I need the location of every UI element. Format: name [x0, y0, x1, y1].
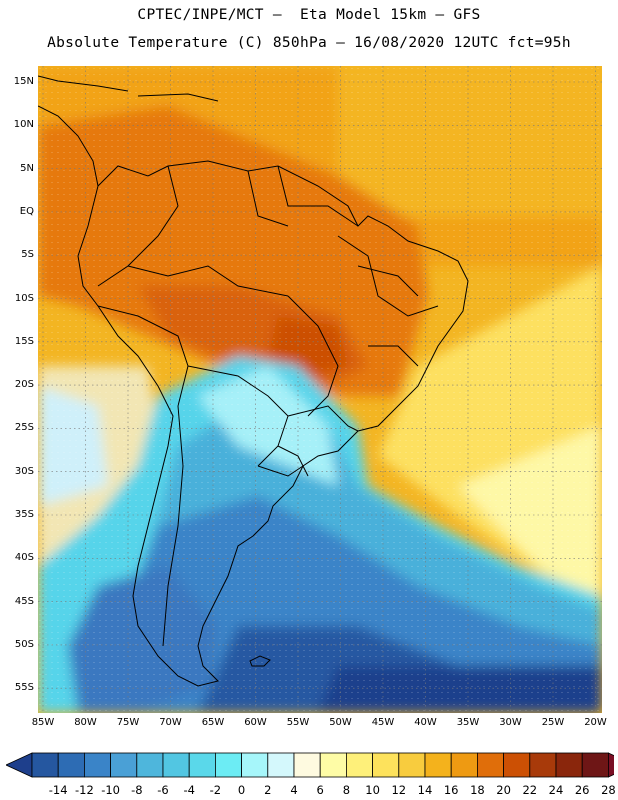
lon-label: 80W	[74, 717, 97, 728]
chart-title-line2: Absolute Temperature (C) 850hPa — 16/08/…	[47, 35, 571, 51]
colorbar-arrow-left	[6, 752, 33, 778]
lon-label: 45W	[371, 717, 395, 728]
lon-label: 20W	[584, 717, 607, 728]
colorbar-segment	[84, 752, 112, 778]
colorbar-segment	[372, 752, 400, 778]
colorbar-label: 26	[574, 783, 590, 797]
lon-label: 50W	[329, 717, 352, 728]
lon-label: 55W	[286, 717, 310, 728]
colorbar-segment	[581, 752, 609, 778]
colorbar-arrow-right	[608, 752, 614, 778]
colorbar-label: 12	[391, 783, 407, 797]
lon-label: 70W	[159, 717, 182, 728]
colorbar-label: 6	[316, 783, 324, 797]
colorbar-segment	[293, 752, 321, 778]
colorbar-segment	[319, 752, 347, 778]
colorbar-label: 18	[470, 783, 485, 797]
lon-label: 30W	[499, 717, 522, 728]
lat-label: 10N	[13, 119, 34, 131]
lat-label: 25S	[14, 422, 34, 434]
lat-label: 55S	[14, 682, 34, 694]
temperature-map[interactable]	[38, 66, 602, 713]
colorbar-segment	[31, 752, 59, 778]
colorbar-segment	[503, 752, 531, 778]
colorbar-segment	[188, 752, 216, 778]
lat-label: EQ	[19, 205, 34, 217]
colorbar-segment	[476, 752, 504, 778]
colorbar-label: -2	[209, 783, 222, 797]
lon-label: 85W	[31, 717, 55, 728]
lon-label: 35W	[456, 717, 480, 728]
lat-label: 50S	[14, 638, 34, 650]
colorbar-label: -6	[157, 783, 169, 797]
colorbar-label: 16	[443, 783, 459, 797]
lat-label: 10S	[14, 292, 34, 304]
colorbar-segment	[241, 752, 269, 778]
lat-label: 5S	[21, 249, 34, 261]
colorbar	[6, 752, 614, 778]
colorbar-label: 0	[237, 783, 246, 797]
colorbar-label: 28	[601, 783, 616, 797]
chart-title-line1: CPTEC/INPE/MCT — Eta Model 15km — GFS	[137, 7, 481, 23]
colorbar-label: -4	[183, 783, 195, 797]
colorbar-segment	[529, 752, 557, 778]
colorbar-label: 8	[342, 783, 351, 797]
colorbar-label: -10	[101, 783, 120, 797]
lon-label: 25W	[541, 717, 565, 728]
colorbar-segment	[424, 752, 452, 778]
lat-label: 40S	[14, 552, 34, 564]
lat-label: 15S	[14, 335, 34, 347]
lat-label: 20S	[14, 379, 34, 391]
colorbar-label: -12	[74, 783, 94, 797]
map-canvas	[38, 66, 602, 713]
lat-label: 45S	[14, 595, 34, 607]
colorbar-label: 2	[264, 783, 272, 797]
colorbar-segment	[345, 752, 373, 778]
lon-label: 60W	[244, 717, 267, 728]
colorbar-segment	[214, 752, 242, 778]
colorbar-segment	[110, 752, 138, 778]
colorbar-label: 22	[522, 783, 538, 797]
lon-label: 40W	[414, 717, 437, 728]
coastlines	[38, 75, 469, 687]
lat-label: 15N	[13, 76, 34, 87]
lat-label: 35S	[14, 509, 34, 520]
lat-label: 30S	[14, 465, 34, 477]
colorbar-label: 4	[290, 783, 298, 797]
colorbar-label: -8	[131, 783, 143, 797]
colorbar-label: 10	[365, 783, 380, 797]
colorbar-label: -14	[48, 783, 68, 797]
colorbar-label: 24	[548, 783, 564, 797]
lat-label: 5N	[20, 162, 34, 174]
colorbar-segment	[398, 752, 426, 778]
colorbar-segment	[555, 752, 583, 778]
colorbar-segment	[57, 752, 85, 778]
colorbar-segment	[162, 752, 190, 778]
colorbar-segment	[267, 752, 295, 778]
colorbar-label: 14	[417, 783, 433, 797]
colorbar-label: 20	[496, 783, 511, 797]
lon-label: 65W	[201, 717, 225, 728]
colorbar-segment	[450, 752, 478, 778]
lon-label: 75W	[116, 717, 140, 728]
colorbar-segment	[136, 752, 164, 778]
